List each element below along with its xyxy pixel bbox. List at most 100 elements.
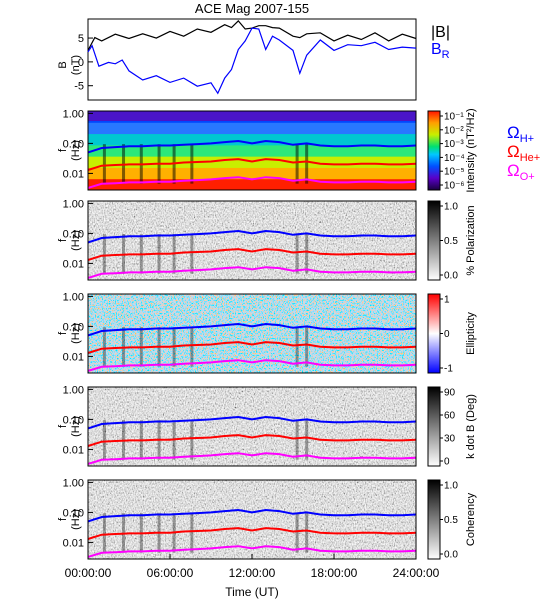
spectrum-dip [102, 420, 106, 460]
freq-ytick-label: 0.10 [63, 507, 84, 519]
freq-ylabel-f: f [57, 238, 69, 242]
freq-ytick-label: 0.10 [63, 138, 84, 150]
spectrum-dip [305, 144, 309, 184]
spectrum-dip [305, 234, 309, 274]
colorbar-tick-label: 60 [444, 411, 456, 422]
spectral-panel-1: 1.00 0.10 0.01 f (Hz) 10⁻¹ 10⁻² 10⁻³ 10⁻⁴ 10⁻⁵ 10⁻… [57, 108, 477, 192]
freq-ylabel-f: f [57, 148, 69, 152]
spectrum-dip [102, 144, 106, 184]
grayscale-field [88, 387, 416, 466]
gyrofrequency-line-he [87, 158, 417, 171]
spectrum-dip [102, 234, 106, 274]
spectrum-dip [295, 513, 299, 553]
spectrum-top-band [88, 111, 416, 121]
colorbar-tick-label: 0 [444, 457, 450, 468]
freq-ylabel-f: f [57, 331, 69, 335]
freq-ylabel-unit: (Hz) [70, 323, 82, 344]
colorbar-tick-label: 1.0 [444, 202, 458, 213]
x-tick-label: 24:00:00 [393, 566, 440, 580]
colorbar-tick-label: 1 [444, 295, 450, 306]
freq-ytick-label: 1.00 [63, 477, 84, 489]
colorbar-tick-label: -1 [444, 364, 453, 375]
colorbar [427, 110, 441, 191]
spectrum-dip [190, 420, 194, 460]
freq-ylabel-f: f [57, 517, 69, 521]
colorbar-tick-label: 0.5 [444, 515, 458, 526]
colorbar-label: Coherency [465, 492, 477, 546]
freq-ytick-label: 1.00 [63, 198, 84, 210]
freq-ytick-label: 0.01 [63, 351, 84, 363]
colorbar [427, 479, 441, 560]
freq-ytick-label: 0.01 [63, 537, 84, 549]
series-line-b-r [87, 27, 417, 95]
spectrum-band [88, 133, 416, 146]
top-ylabel-unit: (nT) [70, 55, 82, 75]
colorbar [427, 386, 441, 467]
freq-ytick-label: 0.10 [63, 321, 84, 333]
gyrofrequency-line-he [87, 434, 417, 447]
colorbar-tick-label: 10⁻² [444, 125, 464, 136]
spectrum-dip [305, 513, 309, 553]
colorbar-tick-label: 10⁻⁶ [444, 181, 465, 192]
spectrum-dip [295, 234, 299, 274]
gyrofrequency-line-o [87, 452, 417, 465]
freq-legend-entry: ΩO+ [507, 161, 535, 183]
gyrofrequency-line-he [87, 527, 417, 540]
freq-ytick-label: 1.00 [63, 108, 84, 120]
top-ytick-label: -5 [74, 81, 84, 93]
spectrum-dip [102, 513, 106, 553]
spectrum-dip [102, 327, 106, 367]
colorbar-tick-label: 10⁻³ [444, 139, 464, 150]
top-panel-frame [87, 18, 417, 101]
freq-ytick-label: 0.10 [63, 414, 84, 426]
spectrum-dip [295, 420, 299, 460]
x-tick-label: 12:00:00 [229, 566, 276, 580]
colorbar-tick-label: 10⁻⁵ [444, 167, 465, 178]
colorbar-tick-label: 10⁻¹ [444, 112, 464, 123]
gyrofrequency-line-h [87, 508, 417, 523]
top-legend-entry: |B| [431, 24, 450, 41]
colorbar-label: Ellipticity [465, 312, 477, 355]
spectrum-dip [295, 327, 299, 367]
spectrum-band [88, 178, 416, 191]
spectrum-band [88, 122, 416, 135]
spectral-panel-3: 1.00 0.10 0.01 f (Hz) 1 0 -1 Ellipticity [57, 291, 477, 374]
x-tick-label: 00:00:00 [65, 566, 112, 580]
colorbar-tick-label: 0.5 [444, 236, 458, 247]
spectral-panel-4: 1.00 0.10 0.01 f (Hz) 90 60 30 0 k dot B (Deg) [57, 384, 477, 467]
colorbar-tick-label: 0 [444, 329, 450, 340]
spectral-panel-frame [87, 200, 417, 281]
spectral-panel-frame [87, 386, 417, 467]
freq-ytick-label: 0.01 [63, 444, 84, 456]
freq-ytick-label: 0.10 [63, 228, 84, 240]
colorbar-tick-label: 10⁻⁴ [444, 153, 465, 164]
x-tick-label: 18:00:00 [311, 566, 358, 580]
spectrum-dip [305, 420, 309, 460]
spectrum-dip [295, 144, 299, 184]
gyrofrequency-line-o [87, 266, 417, 279]
colorbar-tick-label: 0.0 [444, 271, 458, 282]
spectrum-dip [190, 234, 194, 274]
freq-ylabel-unit: (Hz) [70, 509, 82, 530]
spectral-panel-frame [87, 293, 417, 374]
grayscale-field [88, 201, 416, 280]
grayscale-field [88, 480, 416, 559]
freq-ylabel-unit: (Hz) [70, 416, 82, 437]
freq-ytick-label: 0.01 [63, 168, 84, 180]
x-tick-label: 06:00:00 [147, 566, 194, 580]
spectrum-dip [190, 327, 194, 367]
spectral-panel-2: 1.00 0.10 0.01 f (Hz) 1.0 0.5 0.0 % Polarization [57, 198, 477, 281]
x-axis-label: Time (UT) [225, 585, 279, 599]
top-legend-entry: BR [431, 41, 450, 61]
colorbar-label: % Polarization [465, 205, 477, 275]
freq-ytick-label: 0.01 [63, 258, 84, 270]
colorbar-label: Intensity (nT²/Hz) [465, 108, 477, 192]
gyrofrequency-line-h [87, 322, 417, 337]
colorbar-label: k dot B (Deg) [465, 394, 477, 459]
top-ylabel-b: B [57, 61, 69, 68]
freq-ylabel-unit: (Hz) [70, 140, 82, 161]
spectrum-dip [305, 327, 309, 367]
colorbar-tick-label: 90 [444, 388, 456, 399]
freq-ytick-label: 1.00 [63, 384, 84, 396]
